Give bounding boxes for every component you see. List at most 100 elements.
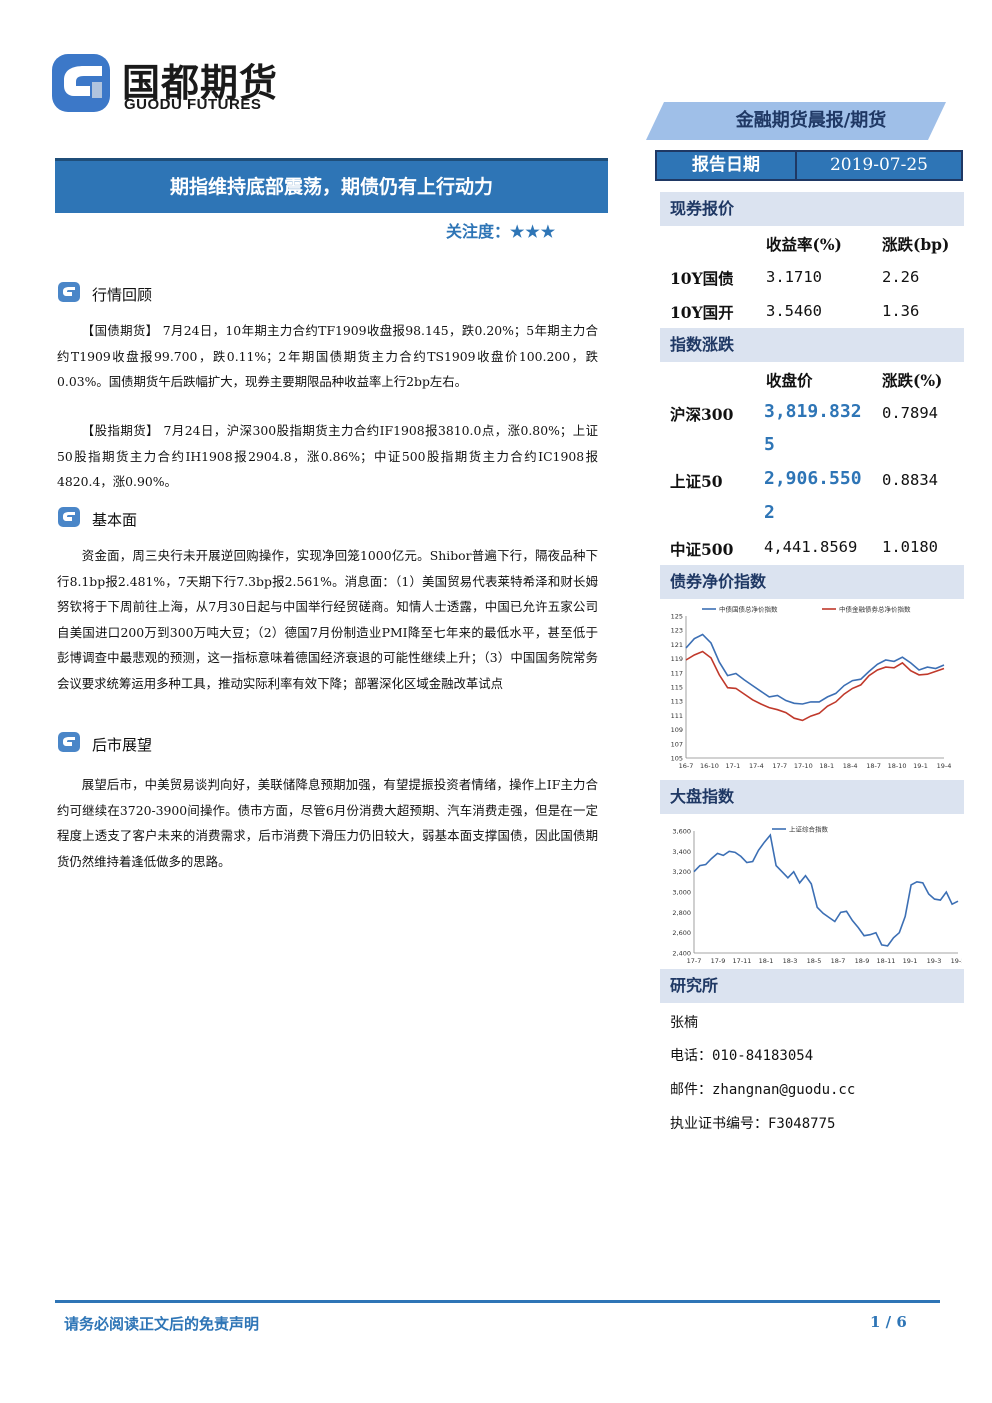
brand-name-en: GUODU FUTURES bbox=[124, 96, 262, 113]
y-tick-label: 2,800 bbox=[672, 909, 691, 917]
x-tick-label: 19-3 bbox=[927, 957, 942, 965]
spot-row-change: 2.26 bbox=[882, 268, 920, 286]
spot-row-name: 10Y国开 bbox=[670, 303, 734, 322]
index-chart-heading: 大盘指数 bbox=[660, 780, 964, 814]
spot-quotes-heading: 现券报价 bbox=[660, 192, 964, 226]
index-row-change: 0.8834 bbox=[882, 471, 938, 489]
index-row-change: 1.0180 bbox=[882, 538, 938, 556]
spot-row-yield: 3.1710 bbox=[766, 268, 822, 286]
y-tick-label: 2,400 bbox=[672, 950, 691, 958]
attention-rating: 关注度：★★★ bbox=[446, 218, 556, 242]
company-logo: 国都期货 GUODU FUTURES bbox=[50, 52, 300, 122]
footer-divider bbox=[55, 1300, 940, 1303]
index-row-change: 0.7894 bbox=[882, 404, 938, 422]
x-tick-label: 17-1 bbox=[726, 762, 741, 770]
x-tick-label: 18-11 bbox=[877, 957, 896, 965]
x-tick-label: 18-1 bbox=[819, 762, 834, 770]
x-tick-label: 19-5 bbox=[951, 957, 962, 965]
attention-label: 关注度： bbox=[446, 222, 511, 241]
x-tick-label: 17-7 bbox=[772, 762, 787, 770]
section-title: 行情回顾 bbox=[92, 286, 153, 304]
bond-chart-heading: 债券净价指数 bbox=[660, 565, 964, 599]
index-row-close: 3,819.832 bbox=[764, 401, 862, 422]
x-tick-label: 18-10 bbox=[888, 762, 907, 770]
bond-index-chart: 105 107 109 111 113 115 117 119 121 123 125 16-7 16-… bbox=[662, 600, 952, 775]
analyst-phone: 电话：010-84183054 bbox=[670, 1048, 814, 1064]
y-tick-label: 123 bbox=[671, 627, 683, 635]
y-tick-label: 3,000 bbox=[672, 889, 691, 897]
page-number: 1 / 6 bbox=[870, 1313, 907, 1331]
x-tick-label: 18-1 bbox=[759, 957, 774, 965]
report-date-box: 报告日期 2019-07-25 bbox=[655, 150, 963, 181]
y-tick-label: 109 bbox=[671, 726, 683, 734]
x-tick-label: 17-7 bbox=[687, 957, 702, 965]
y-tick-label: 117 bbox=[671, 669, 683, 677]
index-row-close-cont: 2 bbox=[764, 502, 775, 523]
paragraph-bond-futures: 【国债期货】 7月24日，10年期主力合约TF1909收盘报98.145，跌0.… bbox=[57, 323, 598, 389]
x-tick-label: 18-7 bbox=[831, 957, 846, 965]
y-tick-label: 105 bbox=[671, 755, 683, 763]
x-tick-label: 18-9 bbox=[855, 957, 870, 965]
spot-col-yield: 收益率(%) bbox=[766, 235, 842, 254]
spot-col-change: 涨跌(bp) bbox=[882, 235, 950, 254]
y-tick-label: 107 bbox=[671, 740, 683, 748]
legend-label: 上证综合指数 bbox=[789, 825, 829, 834]
index-row-name: 中证500 bbox=[670, 540, 734, 559]
index-row-name: 上证50 bbox=[670, 472, 723, 491]
y-tick-label: 113 bbox=[671, 698, 683, 706]
x-tick-label: 18-4 bbox=[843, 762, 858, 770]
y-tick-label: 121 bbox=[671, 641, 683, 649]
index-row-name: 沪深300 bbox=[670, 405, 734, 424]
spot-row-yield: 3.5460 bbox=[766, 302, 822, 320]
index-col-close: 收盘价 bbox=[766, 371, 813, 390]
spot-row-change: 1.36 bbox=[882, 302, 920, 320]
series-line bbox=[693, 833, 959, 947]
spot-row-name: 10Y国债 bbox=[670, 269, 734, 288]
analyst-name: 张楠 bbox=[670, 1015, 698, 1031]
paragraph-fundamentals: 资金面，周三央行未开展逆回购操作，实现净回笼1000亿元。Shibor普遍下行，… bbox=[57, 548, 598, 691]
footer-disclaimer[interactable]: 请务必阅读正文后的免责声明 bbox=[64, 1315, 260, 1333]
y-tick-label: 119 bbox=[671, 655, 683, 663]
index-row-close: 2,906.550 bbox=[764, 468, 862, 489]
paragraph-outlook: 展望后市，中美贸易谈判向好，美联储降息预期加强，有望提振投资者情绪，操作上IF主… bbox=[57, 777, 598, 869]
x-tick-label: 17-10 bbox=[794, 762, 813, 770]
index-row-close-cont: 5 bbox=[764, 434, 775, 455]
star-rating: ★★★ bbox=[510, 222, 557, 241]
report-type-banner: 金融期货晨报/期货 bbox=[646, 102, 946, 140]
x-tick-label: 19-1 bbox=[913, 762, 928, 770]
x-tick-label: 19-1 bbox=[903, 957, 918, 965]
y-tick-label: 115 bbox=[671, 684, 683, 692]
x-tick-label: 18-5 bbox=[807, 957, 822, 965]
section-title: 基本面 bbox=[92, 511, 138, 529]
analyst-license: 执业证书编号：F3048775 bbox=[670, 1116, 836, 1132]
guodu-logo-icon bbox=[52, 54, 110, 112]
x-tick-label: 19-4 bbox=[937, 762, 952, 770]
report-type-label: 金融期货晨报/期货 bbox=[735, 110, 887, 131]
index-changes-heading: 指数涨跌 bbox=[660, 328, 964, 362]
y-tick-label: 111 bbox=[671, 712, 683, 720]
series-line bbox=[685, 633, 945, 705]
title-bar: 期指维持底部震荡，期债仍有上行动力 bbox=[55, 158, 608, 213]
x-tick-label: 16-10 bbox=[700, 762, 719, 770]
legend-label: 中债金融债券总净价指数 bbox=[839, 605, 911, 614]
x-tick-label: 18-7 bbox=[866, 762, 881, 770]
index-row-close: 4,441.8569 bbox=[764, 538, 858, 556]
page-title: 期指维持底部震荡，期债仍有上行动力 bbox=[169, 176, 493, 198]
y-tick-label: 2,600 bbox=[672, 929, 691, 937]
x-tick-label: 17-11 bbox=[733, 957, 752, 965]
y-tick-label: 125 bbox=[671, 613, 683, 621]
section-bullet-icon bbox=[58, 282, 80, 302]
legend-label: 中债国债总净价指数 bbox=[719, 605, 778, 614]
y-tick-label: 3,400 bbox=[672, 848, 691, 856]
index-col-change: 涨跌(%) bbox=[882, 371, 943, 390]
market-index-chart: 2,400 2,600 2,800 3,000 3,200 3,400 3,600 17-7 1… bbox=[662, 818, 962, 970]
brand-name-cn: 国都期货 bbox=[122, 61, 279, 105]
report-date-label: 报告日期 bbox=[657, 152, 797, 179]
research-heading: 研究所 bbox=[660, 969, 964, 1003]
x-tick-label: 16-7 bbox=[679, 762, 694, 770]
x-tick-label: 17-9 bbox=[711, 957, 726, 965]
analyst-email[interactable]: 邮件：zhangnan@guodu.cc bbox=[670, 1082, 856, 1098]
report-date-value: 2019-07-25 bbox=[829, 155, 928, 175]
section-title: 后市展望 bbox=[92, 736, 153, 754]
section-bullet-icon bbox=[58, 507, 80, 527]
